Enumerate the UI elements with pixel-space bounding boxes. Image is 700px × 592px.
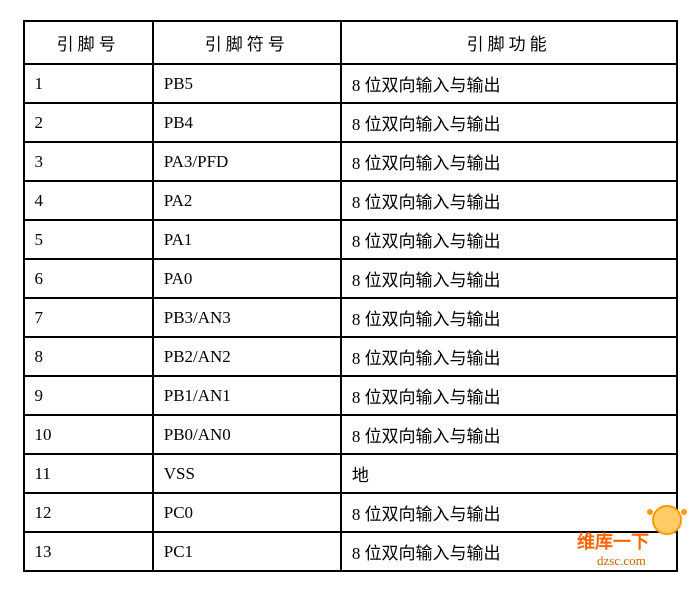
- table-row: 12PC08 位双向输入与输出: [24, 493, 677, 532]
- cell-pin-function: 地: [341, 454, 677, 493]
- cell-pin-function: 8 位双向输入与输出: [341, 337, 677, 376]
- table-row: 8PB2/AN28 位双向输入与输出: [24, 337, 677, 376]
- cell-pin-number: 6: [24, 259, 153, 298]
- cell-pin-symbol: PC0: [153, 493, 341, 532]
- pin-table: 引脚号 引脚符号 引脚功能 1PB58 位双向输入与输出 2PB48 位双向输入…: [23, 20, 678, 572]
- cell-pin-function: 8 位双向输入与输出: [341, 64, 677, 103]
- table-row: 6PA08 位双向输入与输出: [24, 259, 677, 298]
- table-row: 5PA18 位双向输入与输出: [24, 220, 677, 259]
- cell-pin-symbol: PB4: [153, 103, 341, 142]
- cell-pin-function: 8 位双向输入与输出: [341, 298, 677, 337]
- cell-pin-function: 8 位双向输入与输出: [341, 181, 677, 220]
- table-row: 13PC18 位双向输入与输出: [24, 532, 677, 571]
- table-row: 2PB48 位双向输入与输出: [24, 103, 677, 142]
- cell-pin-function: 8 位双向输入与输出: [341, 220, 677, 259]
- cell-pin-symbol: PB5: [153, 64, 341, 103]
- cell-pin-symbol: PA0: [153, 259, 341, 298]
- cell-pin-symbol: PA1: [153, 220, 341, 259]
- cell-pin-number: 3: [24, 142, 153, 181]
- cell-pin-number: 8: [24, 337, 153, 376]
- cell-pin-symbol: PB0/AN0: [153, 415, 341, 454]
- header-pin-symbol: 引脚符号: [153, 21, 341, 64]
- header-pin-function: 引脚功能: [341, 21, 677, 64]
- cell-pin-function: 8 位双向输入与输出: [341, 142, 677, 181]
- cell-pin-symbol: PC1: [153, 532, 341, 571]
- cell-pin-function: 8 位双向输入与输出: [341, 103, 677, 142]
- cell-pin-number: 1: [24, 64, 153, 103]
- table-header-row: 引脚号 引脚符号 引脚功能: [24, 21, 677, 64]
- cell-pin-symbol: PB2/AN2: [153, 337, 341, 376]
- cell-pin-symbol: PA3/PFD: [153, 142, 341, 181]
- cell-pin-function: 8 位双向输入与输出: [341, 493, 677, 532]
- cell-pin-number: 4: [24, 181, 153, 220]
- cell-pin-function: 8 位双向输入与输出: [341, 415, 677, 454]
- header-pin-number: 引脚号: [24, 21, 153, 64]
- cell-pin-number: 2: [24, 103, 153, 142]
- cell-pin-number: 5: [24, 220, 153, 259]
- cell-pin-symbol: VSS: [153, 454, 341, 493]
- cell-pin-number: 12: [24, 493, 153, 532]
- table-row: 9PB1/AN18 位双向输入与输出: [24, 376, 677, 415]
- cell-pin-number: 13: [24, 532, 153, 571]
- cell-pin-number: 11: [24, 454, 153, 493]
- cell-pin-function: 8 位双向输入与输出: [341, 376, 677, 415]
- table-row: 10PB0/AN08 位双向输入与输出: [24, 415, 677, 454]
- cell-pin-symbol: PA2: [153, 181, 341, 220]
- cell-pin-number: 7: [24, 298, 153, 337]
- cell-pin-symbol: PB3/AN3: [153, 298, 341, 337]
- table-row: 7PB3/AN38 位双向输入与输出: [24, 298, 677, 337]
- table-body: 1PB58 位双向输入与输出 2PB48 位双向输入与输出 3PA3/PFD8 …: [24, 64, 677, 571]
- cell-pin-number: 10: [24, 415, 153, 454]
- table-row: 3PA3/PFD8 位双向输入与输出: [24, 142, 677, 181]
- cell-pin-symbol: PB1/AN1: [153, 376, 341, 415]
- table-row: 1PB58 位双向输入与输出: [24, 64, 677, 103]
- cell-pin-function: 8 位双向输入与输出: [341, 259, 677, 298]
- cell-pin-function: 8 位双向输入与输出: [341, 532, 677, 571]
- cell-pin-number: 9: [24, 376, 153, 415]
- table-row: 4PA28 位双向输入与输出: [24, 181, 677, 220]
- table-row: 11VSS地: [24, 454, 677, 493]
